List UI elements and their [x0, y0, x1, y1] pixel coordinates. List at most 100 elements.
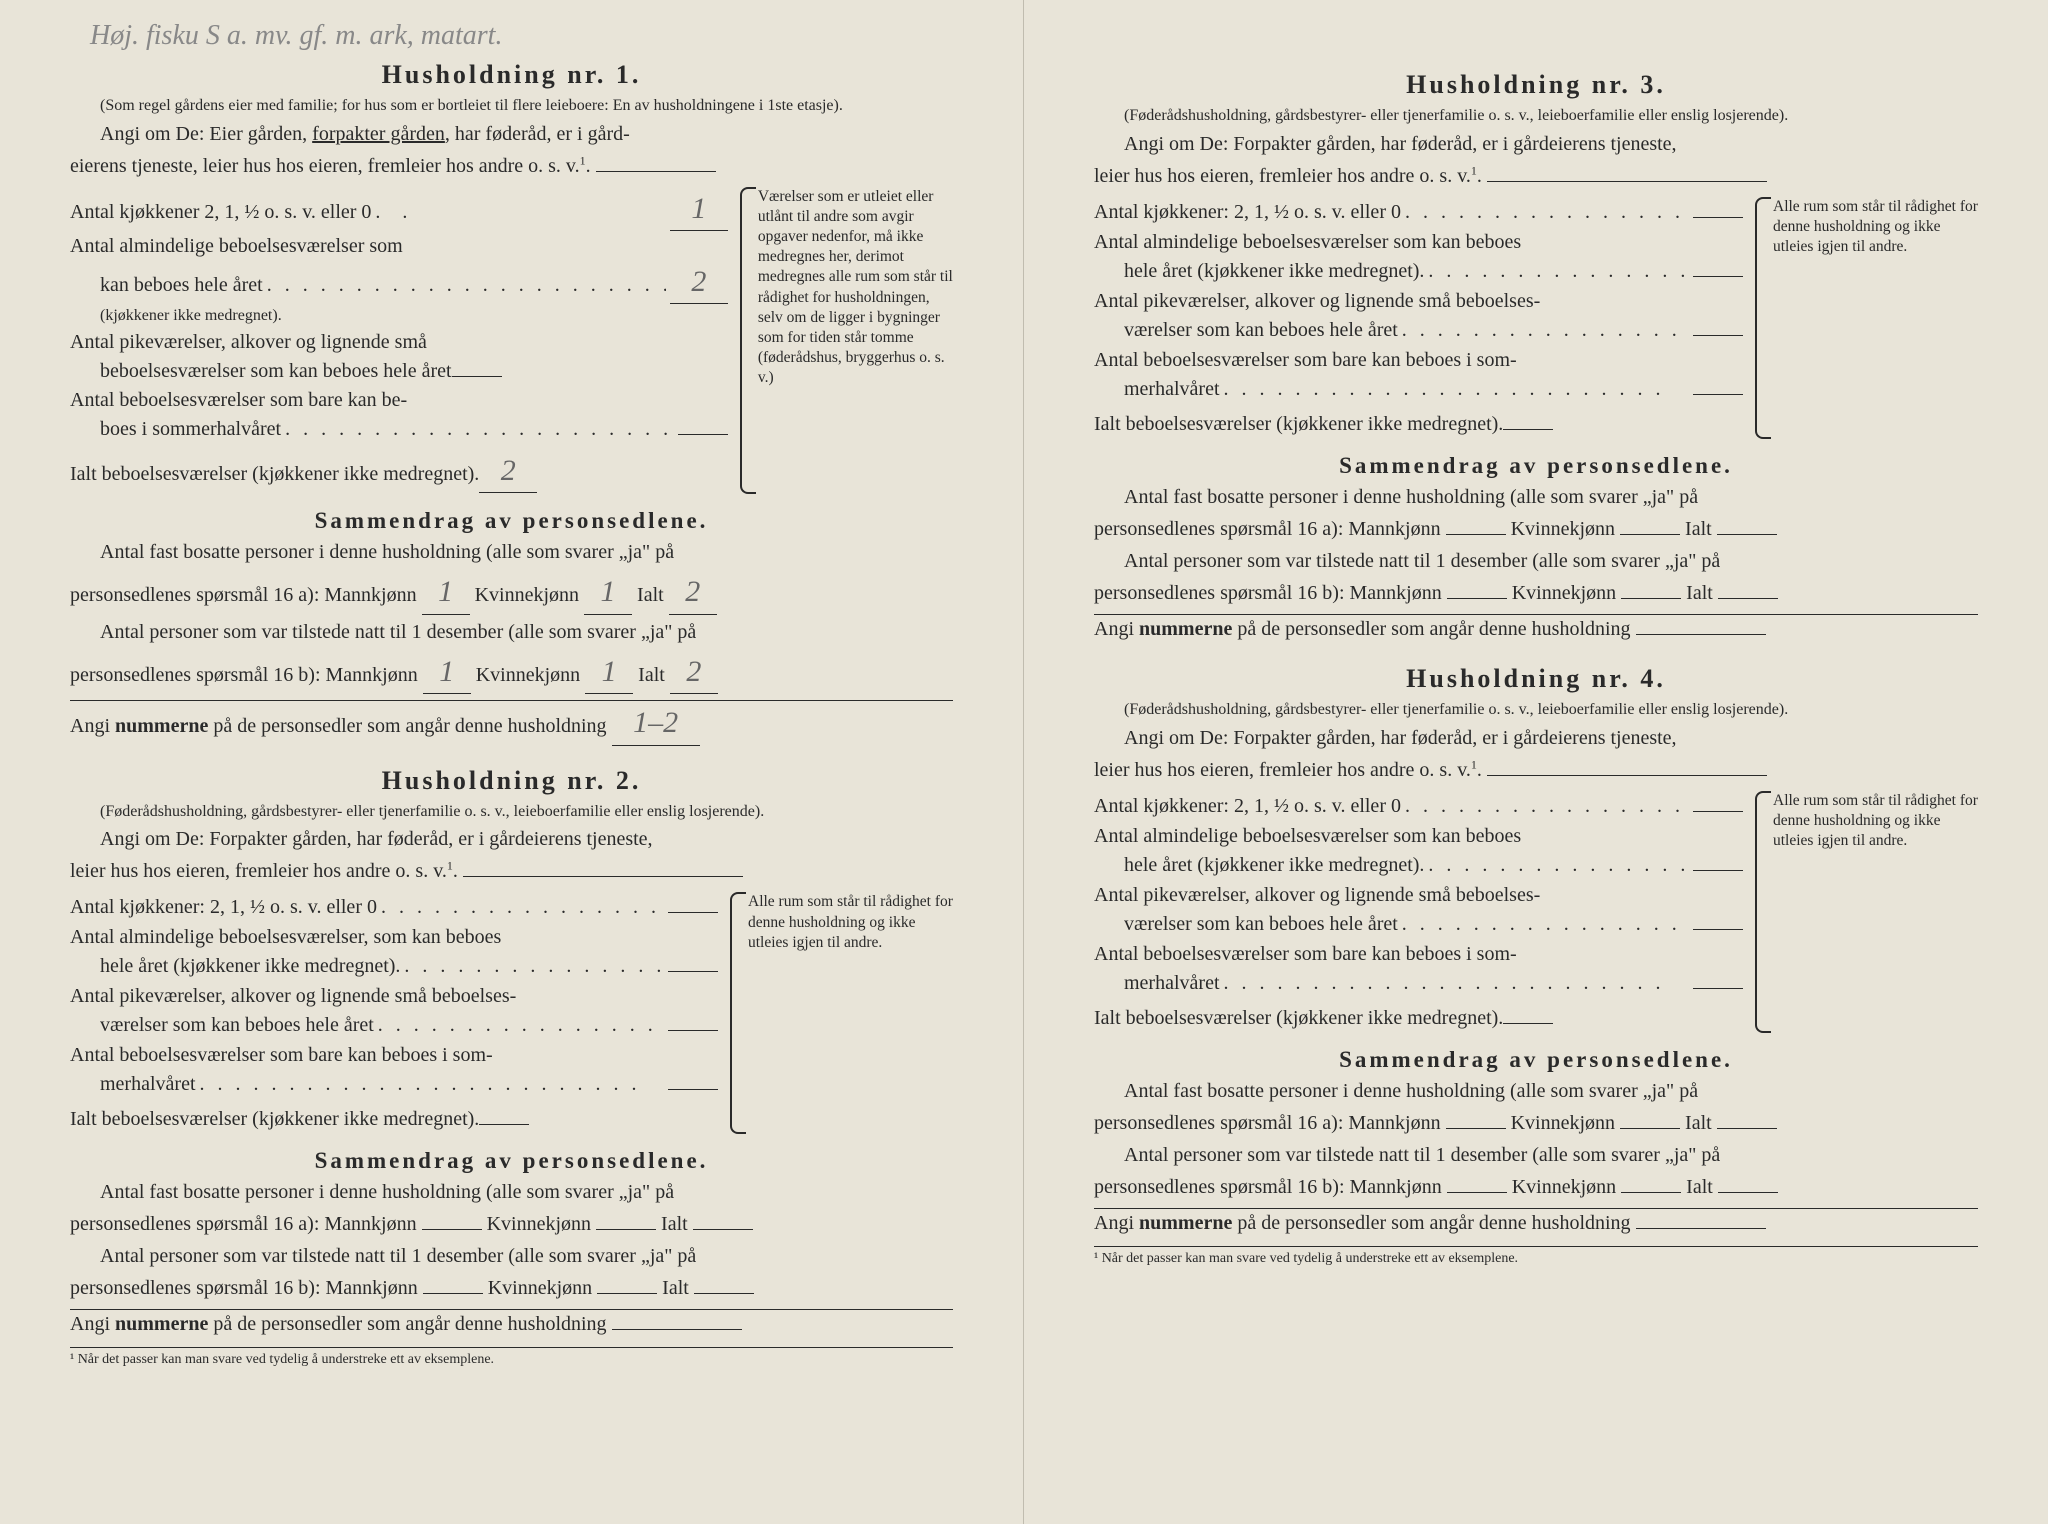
- angi-4: Angi om De: Forpakter gården, har føderå…: [1094, 724, 1978, 753]
- brace-icon: [1755, 791, 1771, 1033]
- ialt-label-3: Ialt beboelsesværelser (kjøkkener ikke m…: [1094, 410, 1503, 438]
- angi-2: Angi om De: Forpakter gården, har føderå…: [70, 825, 953, 854]
- sum4-line2a: Antal personer som var tilstede natt til…: [1094, 1141, 1978, 1170]
- pike-label-4a: Antal pikeværelser, alkover og lignende …: [1094, 881, 1540, 909]
- side-note-3: Alle rum som står til rådighet for denne…: [1755, 197, 1978, 439]
- room-block-3: Antal kjøkkener: 2, 1, ½ o. s. v. eller …: [1094, 197, 1978, 439]
- pike-label-4b: værelser som kan beboes hele året: [1124, 910, 1398, 938]
- underlined-forpakter: forpakter gården: [312, 123, 445, 145]
- footnote-left: ¹ Når det passer kan man svare ved tydel…: [70, 1347, 953, 1368]
- pike-label-1a: Antal pikeværelser, alkover og lignende …: [70, 328, 427, 356]
- summary-title-2: Sammendrag av personsedlene.: [70, 1148, 953, 1174]
- angi-1b: eierens tjeneste, leier hus hos eieren, …: [70, 152, 953, 181]
- som-label-3b: merhalvåret: [1124, 375, 1220, 403]
- ialt-label-4: Ialt beboelsesværelser (kjøkkener ikke m…: [1094, 1004, 1503, 1032]
- side-note-1: Værelser som er utleiet eller utlånt til…: [740, 187, 953, 494]
- angi-3b: leier hus hos eieren, fremleier hos andr…: [1094, 162, 1978, 191]
- sum1-line3: Angi nummerne på de personsedler som ang…: [70, 700, 953, 746]
- sum1-line2b: personsedlenes spørsmål 16 b): Mannkjønn…: [70, 650, 953, 695]
- som-label-3a: Antal beboelsesværelser som bare kan beb…: [1094, 346, 1517, 374]
- pike-label-3a: Antal pikeværelser, alkover og lignende …: [1094, 287, 1540, 315]
- sum1-ialt: 2: [669, 570, 717, 615]
- section-title-4: Husholdning nr. 4.: [1094, 664, 1978, 694]
- brace-icon: [1755, 197, 1771, 439]
- som-label-2b: merhalvåret: [100, 1070, 196, 1098]
- som-label-1b: boes i sommerhalvåret: [100, 415, 281, 443]
- alm-label-2b: hele året (kjøkkener ikke medregnet).: [100, 952, 400, 980]
- ialt-label-2: Ialt beboelsesværelser (kjøkkener ikke m…: [70, 1105, 479, 1133]
- sum1-kvinne2: 1: [585, 650, 633, 695]
- side-note-2: Alle rum som står til rådighet for denne…: [730, 892, 953, 1134]
- angi-3: Angi om De: Forpakter gården, har føderå…: [1094, 130, 1978, 159]
- sum3-line1b: personsedlenes spørsmål 16 a): Mannkjønn…: [1094, 515, 1978, 544]
- handwritten-top-note: Høj. fisku S a. mv. gf. m. ark, matart.: [90, 20, 502, 52]
- note-3: (Føderådshusholdning, gårdsbestyrer- ell…: [1094, 106, 1978, 127]
- sum1-line1a: Antal fast bosatte personer i denne hush…: [70, 538, 953, 567]
- kj-label-4: Antal kjøkkener: 2, 1, ½ o. s. v. eller …: [1094, 792, 1401, 820]
- angi-1: Angi om De: Eier gården, forpakter gårde…: [70, 120, 953, 149]
- pike-label-3b: værelser som kan beboes hele året: [1124, 316, 1398, 344]
- alm-label-1a: Antal almindelige beboelsesværelser som: [70, 232, 403, 260]
- footnote-right: ¹ Når det passer kan man svare ved tydel…: [1094, 1246, 1978, 1267]
- kj-label-2: Antal kjøkkener: 2, 1, ½ o. s. v. eller …: [70, 893, 377, 921]
- page-left: Høj. fisku S a. mv. gf. m. ark, matart. …: [0, 0, 1024, 1524]
- alm-val-1: 2: [670, 261, 728, 304]
- page-right: Husholdning nr. 3. (Føderådshusholdning,…: [1024, 0, 2048, 1524]
- pike-label-2b: værelser som kan beboes hele året: [100, 1011, 374, 1039]
- note-1: (Som regel gårdens eier med familie; for…: [70, 96, 953, 117]
- sum4-line2b: personsedlenes spørsmål 16 b): Mannkjønn…: [1094, 1173, 1978, 1202]
- alm-label-3a: Antal almindelige beboelsesværelser som …: [1094, 228, 1521, 256]
- pike-label-1b: beboelsesværelser som kan beboes hele år…: [100, 357, 452, 385]
- sum4-line1a: Antal fast bosatte personer i denne hush…: [1094, 1077, 1978, 1106]
- section-title-2: Husholdning nr. 2.: [70, 766, 953, 796]
- alm-label-1c: (kjøkkener ikke medregnet).: [100, 305, 282, 327]
- sum3-line3: Angi nummerne på de personsedler som ang…: [1094, 614, 1978, 644]
- sum1-mann: 1: [422, 570, 470, 615]
- brace-icon: [740, 187, 756, 494]
- brace-icon: [730, 892, 746, 1134]
- sum4-line1b: personsedlenes spørsmål 16 a): Mannkjønn…: [1094, 1109, 1978, 1138]
- sum1-line2a: Antal personer som var tilstede natt til…: [70, 618, 953, 647]
- room-block-2: Antal kjøkkener: 2, 1, ½ o. s. v. eller …: [70, 892, 953, 1134]
- section-title-3: Husholdning nr. 3.: [1094, 70, 1978, 100]
- sum2-line1b: personsedlenes spørsmål 16 a): Mannkjønn…: [70, 1210, 953, 1239]
- room-block-1: Antal kjøkkener 2, 1, ½ o. s. v. eller 0…: [70, 187, 953, 494]
- kj-val-1: 1: [670, 188, 728, 231]
- ialt-val-1: 2: [479, 450, 537, 493]
- pike-label-2a: Antal pikeværelser, alkover og lignende …: [70, 982, 516, 1010]
- sum1-line1b: personsedlenes spørsmål 16 a): Mannkjønn…: [70, 570, 953, 615]
- sum2-line2b: personsedlenes spørsmål 16 b): Mannkjønn…: [70, 1274, 953, 1303]
- summary-title-4: Sammendrag av personsedlene.: [1094, 1047, 1978, 1073]
- kj-label-3: Antal kjøkkener: 2, 1, ½ o. s. v. eller …: [1094, 198, 1401, 226]
- alm-label-4b: hele året (kjøkkener ikke medregnet).: [1124, 851, 1424, 879]
- som-label-4a: Antal beboelsesværelser som bare kan beb…: [1094, 940, 1517, 968]
- summary-title-3: Sammendrag av personsedlene.: [1094, 453, 1978, 479]
- angi-2b: leier hus hos eieren, fremleier hos andr…: [70, 857, 953, 886]
- note-4: (Føderådshusholdning, gårdsbestyrer- ell…: [1094, 700, 1978, 721]
- kj-label-1: Antal kjøkkener 2, 1, ½ o. s. v. eller 0: [70, 198, 371, 226]
- angi-4b: leier hus hos eieren, fremleier hos andr…: [1094, 756, 1978, 785]
- sum3-line1a: Antal fast bosatte personer i denne hush…: [1094, 483, 1978, 512]
- alm-label-4a: Antal almindelige beboelsesværelser som …: [1094, 822, 1521, 850]
- sum2-line2a: Antal personer som var tilstede natt til…: [70, 1242, 953, 1271]
- sum3-line2b: personsedlenes spørsmål 16 b): Mannkjønn…: [1094, 579, 1978, 608]
- som-label-1a: Antal beboelsesværelser som bare kan be-: [70, 386, 407, 414]
- som-label-2a: Antal beboelsesværelser som bare kan beb…: [70, 1041, 493, 1069]
- sum1-kvinne: 1: [584, 570, 632, 615]
- side-note-4: Alle rum som står til rådighet for denne…: [1755, 791, 1978, 1033]
- section-title-1: Husholdning nr. 1.: [70, 60, 953, 90]
- note-2: (Føderådshusholdning, gårdsbestyrer- ell…: [70, 802, 953, 823]
- alm-label-2a: Antal almindelige beboelsesværelser, som…: [70, 923, 501, 951]
- ialt-label-1: Ialt beboelsesværelser (kjøkkener ikke m…: [70, 460, 479, 488]
- som-label-4b: merhalvåret: [1124, 969, 1220, 997]
- sum3-line2a: Antal personer som var tilstede natt til…: [1094, 547, 1978, 576]
- summary-title-1: Sammendrag av personsedlene.: [70, 508, 953, 534]
- alm-label-1b: kan beboes hele året: [100, 271, 263, 299]
- sum1-mann2: 1: [423, 650, 471, 695]
- room-block-4: Antal kjøkkener: 2, 1, ½ o. s. v. eller …: [1094, 791, 1978, 1033]
- sum4-line3: Angi nummerne på de personsedler som ang…: [1094, 1208, 1978, 1238]
- sum1-num: 1–2: [612, 701, 700, 746]
- sum2-line3: Angi nummerne på de personsedler som ang…: [70, 1309, 953, 1339]
- alm-label-3b: hele året (kjøkkener ikke medregnet).: [1124, 257, 1424, 285]
- sum2-line1a: Antal fast bosatte personer i denne hush…: [70, 1178, 953, 1207]
